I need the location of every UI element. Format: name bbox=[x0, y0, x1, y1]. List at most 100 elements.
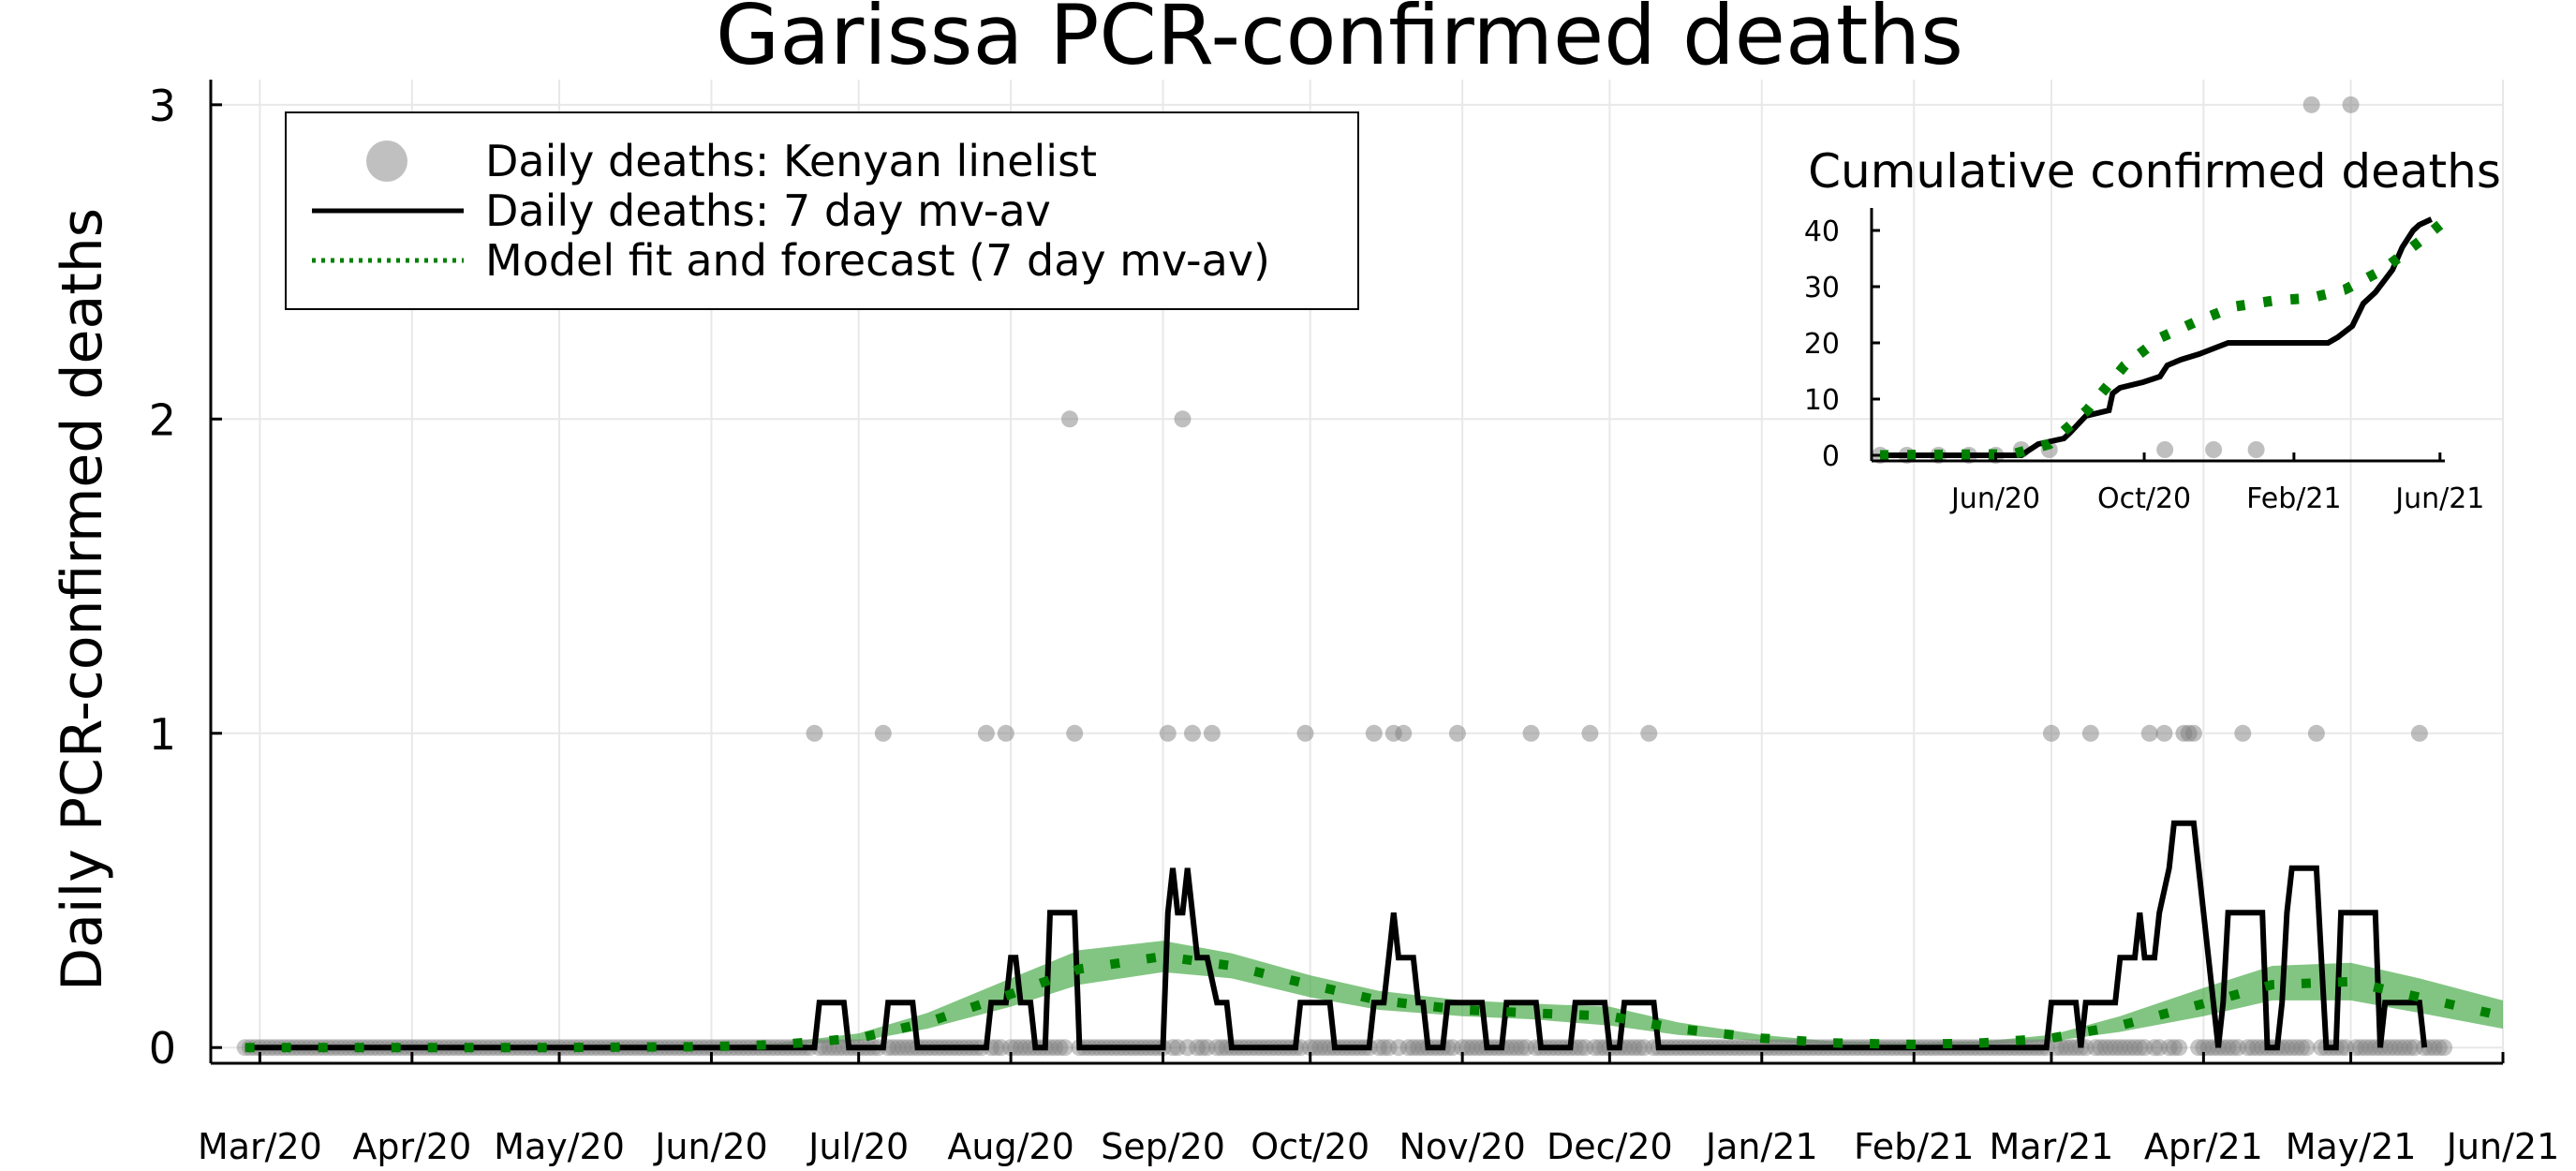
inset-model-line bbox=[1880, 220, 2444, 461]
scatter-point bbox=[1443, 1039, 1461, 1057]
scatter-point bbox=[2278, 1039, 2296, 1057]
scatter-point bbox=[2229, 1039, 2247, 1057]
scatter-point bbox=[1213, 1039, 1231, 1057]
inset-x-tick-label: Feb/21 bbox=[2246, 482, 2341, 515]
scatter-point bbox=[2190, 1039, 2208, 1057]
scatter-point bbox=[2283, 1039, 2301, 1057]
scatter-point bbox=[1159, 724, 1177, 742]
scatter-point bbox=[2145, 1039, 2163, 1057]
main-y-ticks: 0 1 2 3 bbox=[149, 81, 222, 1074]
scatter-point bbox=[2184, 724, 2202, 742]
scatter-point bbox=[894, 1039, 911, 1057]
legend-label-scatter: Daily deaths: Kenyan linelist bbox=[485, 136, 1097, 186]
y-tick-label: 0 bbox=[149, 1023, 176, 1074]
scatter-point bbox=[2352, 1039, 2370, 1057]
scatter-point bbox=[1365, 724, 1383, 742]
main-x-ticks: Mar/20 Apr/20 May/20 Jun/20 Jul/20 Aug/20 Sep/… bbox=[198, 1052, 2559, 1167]
scatter-point bbox=[1183, 724, 1201, 742]
scatter-point bbox=[1198, 1039, 1216, 1057]
scatter-point bbox=[1164, 1039, 1182, 1057]
scatter-point bbox=[1066, 724, 1084, 742]
x-tick-label: Apr/20 bbox=[352, 1126, 471, 1167]
scatter-point bbox=[2347, 1039, 2364, 1057]
scatter-point bbox=[2298, 1039, 2316, 1057]
scatter-point bbox=[1002, 1039, 1020, 1057]
model-band-area bbox=[244, 941, 2504, 1048]
scatter-point bbox=[1174, 410, 1192, 428]
inset-title: Cumulative confirmed deaths bbox=[1808, 144, 2501, 199]
scatter-point bbox=[1591, 1039, 1608, 1057]
scatter-point bbox=[2062, 1039, 2080, 1057]
scatter-point bbox=[1404, 1039, 1422, 1057]
scatter-point bbox=[1399, 1039, 1417, 1057]
scatter-point bbox=[2170, 1039, 2188, 1057]
scatter-point bbox=[2416, 1039, 2434, 1057]
inset-scatter-point bbox=[2247, 441, 2265, 458]
scatter-point bbox=[1409, 1039, 1427, 1057]
x-tick-label: Jan/21 bbox=[1704, 1126, 1818, 1167]
scatter-point bbox=[1513, 1039, 1531, 1057]
scatter-point bbox=[1625, 1039, 1643, 1057]
scatter-point bbox=[884, 1039, 902, 1057]
scatter-point bbox=[2126, 1039, 2144, 1057]
scatter-point bbox=[1468, 1039, 1486, 1057]
scatter-point bbox=[2087, 1039, 2105, 1057]
scatter-point bbox=[1448, 724, 1466, 742]
scatter-point bbox=[889, 1039, 907, 1057]
scatter-point bbox=[1301, 1039, 1319, 1057]
inset-x-ticks: Jun/20 Oct/20 Feb/21 Jun/21 bbox=[1949, 452, 2484, 515]
y-axis-label: Daily PCR-confirmed deaths bbox=[50, 208, 115, 991]
scatter-point bbox=[2401, 1039, 2419, 1057]
scatter-point bbox=[2131, 1039, 2149, 1057]
scatter-point bbox=[1208, 1039, 1226, 1057]
scatter-point bbox=[1454, 1039, 1472, 1057]
scatter-point bbox=[1507, 1039, 1525, 1057]
scatter-point bbox=[2386, 1039, 2404, 1057]
scatter-point bbox=[2042, 724, 2060, 742]
scatter-point bbox=[1370, 1039, 1388, 1057]
scatter-point bbox=[1296, 724, 1314, 742]
scatter-point bbox=[2342, 96, 2360, 113]
scatter-point bbox=[1390, 1039, 1408, 1057]
x-tick-label: Jul/20 bbox=[807, 1126, 909, 1167]
scatter-point bbox=[2293, 1039, 2311, 1057]
legend-marker-scatter bbox=[366, 141, 407, 182]
legend-box bbox=[285, 111, 1359, 310]
scatter-point bbox=[2155, 724, 2173, 742]
inset-x-tick-label: Oct/20 bbox=[2097, 482, 2191, 515]
inset-y-tick-label: 20 bbox=[1804, 328, 1840, 361]
scatter-point bbox=[1316, 1039, 1334, 1057]
inset-scatter-point bbox=[2205, 441, 2223, 458]
scatter-point bbox=[2140, 724, 2158, 742]
scatter-point bbox=[2425, 1039, 2443, 1057]
scatter-point bbox=[1178, 1039, 1196, 1057]
scatter-point bbox=[2121, 1039, 2139, 1057]
scatter-point bbox=[2160, 1039, 2178, 1057]
y-tick-label: 2 bbox=[149, 394, 176, 445]
inset-y-tick-label: 30 bbox=[1804, 272, 1840, 304]
scatter-point bbox=[977, 724, 995, 742]
x-tick-label: Mar/20 bbox=[198, 1126, 322, 1167]
scatter-point bbox=[2151, 1039, 2169, 1057]
scatter-point bbox=[1586, 1039, 1604, 1057]
scatter-point bbox=[2361, 1039, 2379, 1057]
legend-label-model: Model fit and forecast (7 day mv-av) bbox=[485, 235, 1270, 286]
inset-y-tick-label: 40 bbox=[1804, 215, 1840, 248]
scatter-point bbox=[1636, 1039, 1653, 1057]
scatter-point bbox=[1581, 724, 1599, 742]
scatter-point bbox=[1375, 1039, 1393, 1057]
x-tick-label: Mar/21 bbox=[1990, 1126, 2114, 1167]
legend: Daily deaths: Kenyan linelist Daily deat… bbox=[285, 111, 1359, 310]
scatter-point bbox=[806, 724, 823, 742]
x-tick-label: Jun/21 bbox=[2445, 1126, 2560, 1167]
scatter-point bbox=[997, 724, 1014, 742]
scatter-point bbox=[992, 1039, 1010, 1057]
inset-model-polyline bbox=[1880, 220, 2444, 461]
x-tick-label: Aug/20 bbox=[947, 1126, 1073, 1167]
scatter-point bbox=[2101, 1039, 2119, 1057]
scatter-point bbox=[1380, 1039, 1398, 1057]
inset-y-tick-label: 10 bbox=[1804, 384, 1840, 417]
scatter-point bbox=[2048, 1039, 2065, 1057]
x-tick-label: May/21 bbox=[2286, 1126, 2417, 1167]
scatter-point bbox=[815, 1039, 833, 1057]
